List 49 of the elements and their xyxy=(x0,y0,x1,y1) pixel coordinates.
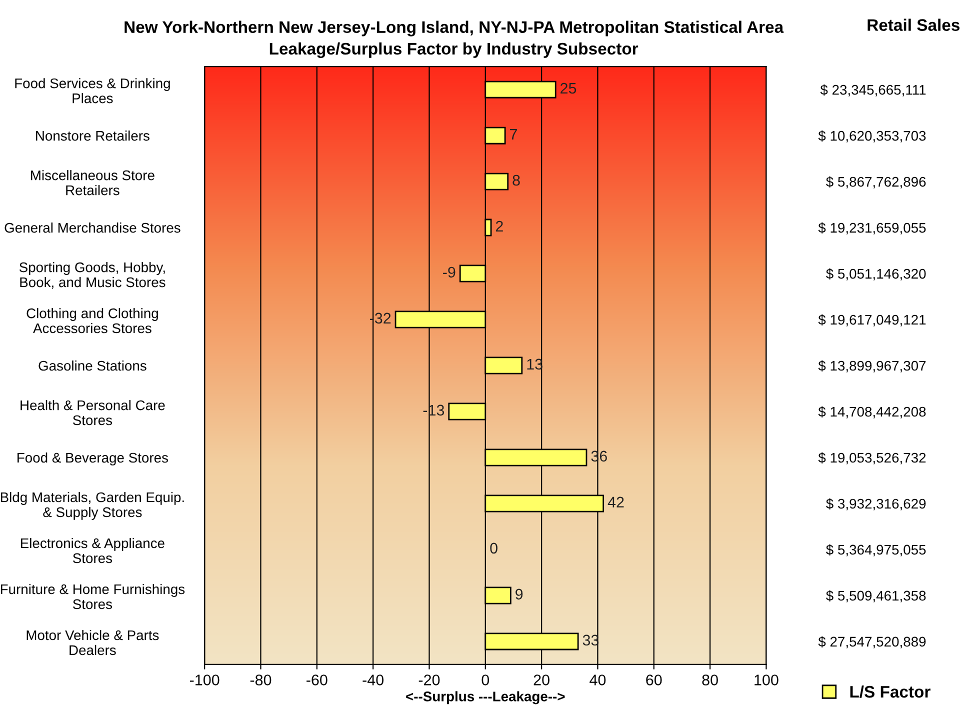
data-label: 0 xyxy=(490,542,498,554)
x-tick-label: -40 xyxy=(362,674,384,686)
data-label: 7 xyxy=(510,129,517,140)
data-label: 9 xyxy=(516,588,523,600)
y-tick-label: Electronics & Appliance Stores xyxy=(21,538,164,564)
x-tick-label: 100 xyxy=(754,674,778,686)
y2-tick-label: $ 3,932,316,629 xyxy=(826,498,926,510)
data-label: 25 xyxy=(560,82,576,94)
y-tick-label: Food & Beverage Stores xyxy=(18,452,168,466)
y-tick-label: Health & Personal Care Stores xyxy=(20,400,165,426)
y-tick-label: Clothing and Clothing Accessories Stores xyxy=(26,308,158,334)
x-tick-label: -80 xyxy=(250,674,272,686)
x-axis-title: <--Surplus ---Leakage--> xyxy=(406,691,565,704)
y-tick-label: Sporting Goods, Hobby, Book, and Music Stores xyxy=(19,262,166,289)
y2-tick-label: $ 10,620,353,703 xyxy=(818,130,926,142)
y2-tick-label: $ 27,547,520,889 xyxy=(818,636,926,648)
y2-tick-label: $ 19,617,049,121 xyxy=(818,314,926,326)
text: Retail Sales xyxy=(868,18,960,31)
y-tick-label: General Merchandise Stores xyxy=(4,222,180,233)
data-label: 8 xyxy=(512,174,520,186)
y2-tick-label: $ 5,364,975,055 xyxy=(826,544,926,556)
x-tick-label: 0 xyxy=(482,674,490,686)
data-label: 42 xyxy=(608,496,624,508)
y-tick-label: Gasoline Stations xyxy=(38,360,146,371)
x-tick-label: 60 xyxy=(646,674,662,686)
y-tick-label: Furniture & Home Furnishings Stores xyxy=(0,584,185,610)
data-label: -9 xyxy=(443,266,456,278)
y2-tick-label: $ 5,051,146,320 xyxy=(826,268,926,280)
legend-label: L/S Factor xyxy=(850,685,930,698)
data-label: 2 xyxy=(496,220,503,232)
y-tick-label: Motor Vehicle & Parts Dealers xyxy=(26,630,159,656)
x-tick-label: 40 xyxy=(590,674,606,686)
y-tick-label: Miscellaneous Store Retailers xyxy=(31,170,154,196)
y2-tick-label: $ 14,708,442,208 xyxy=(818,406,926,418)
y-tick-label: Bldg Materials, Garden Equip. & Supply Stores xyxy=(0,492,184,520)
y2-tick-label: $ 5,509,461,358 xyxy=(826,590,926,602)
y-tick-label: Nonstore Retailers xyxy=(36,130,150,141)
x-tick-label: -20 xyxy=(418,674,440,686)
y2-tick-label: $ 19,231,659,055 xyxy=(818,222,926,234)
y2-tick-label: $ 23,345,665,111 xyxy=(820,84,926,96)
y2-tick-label: $ 19,053,526,732 xyxy=(818,452,926,464)
y-tick-label: Food Services & Drinking Places xyxy=(15,78,170,104)
x-tick-label: 20 xyxy=(534,674,550,686)
y2-tick-label: $ 13,899,967,307 xyxy=(818,360,926,372)
x-tick-label: 80 xyxy=(702,674,718,686)
chart-title: New York-Northern New Jersey-Long Island, NY-NJ-PA Metropolitan Statistical Area Leakage/Surplus Factor by Industry Subsector xyxy=(124,20,784,58)
y2-tick-label: $ 5,867,762,896 xyxy=(826,176,926,188)
x-tick-label: -100 xyxy=(190,674,220,686)
x-tick-label: -60 xyxy=(306,674,328,686)
